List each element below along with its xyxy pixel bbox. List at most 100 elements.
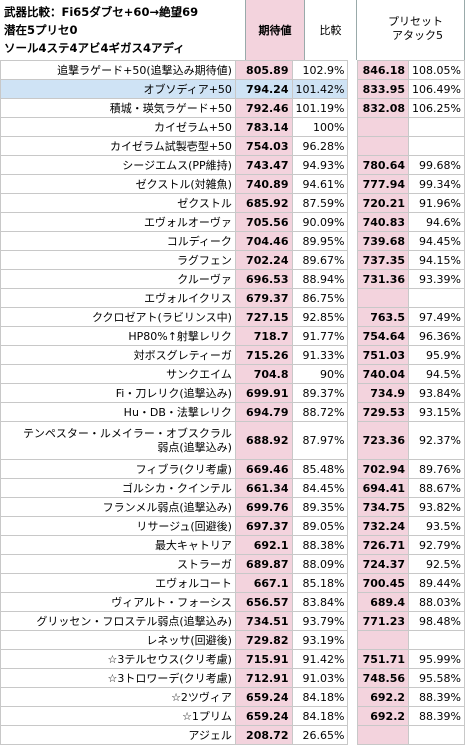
weapon-name-cell[interactable]: ゼクストル(対雑魚) [0,174,236,194]
preset-compare-cell[interactable]: 94.5% [408,364,465,384]
weapon-name-cell[interactable]: エヴォルオーヴァ [0,212,236,232]
preset-compare-cell[interactable] [408,725,465,745]
compare-cell[interactable]: 88.72% [291,402,349,422]
weapon-name-cell[interactable]: ストラーガ [0,554,236,574]
compare-cell[interactable]: 93.19% [291,630,349,650]
preset-compare-cell[interactable]: 93.5% [408,516,465,536]
preset-value-cell[interactable]: 731.36 [356,269,410,289]
weapon-name-cell[interactable]: ☆3トロワーデ(クリ考慮) [0,668,236,688]
preset-value-cell[interactable]: 689.4 [356,592,410,612]
weapon-name-cell[interactable]: レネッサ(回避後) [0,630,236,650]
compare-cell[interactable]: 91.77% [291,326,349,346]
compare-cell[interactable]: 91.33% [291,345,349,365]
expected-value-cell[interactable]: 705.56 [234,212,293,232]
preset-compare-cell[interactable]: 88.67% [408,478,465,498]
preset-value-cell[interactable]: 846.18 [356,60,410,80]
expected-value-cell[interactable]: 805.89 [234,60,293,80]
preset-value-cell[interactable]: 833.95 [356,79,410,99]
weapon-name-cell[interactable]: グリッセン・フロステル弱点(追撃込み) [0,611,236,631]
expected-value-cell[interactable]: 699.76 [234,497,293,517]
expected-value-cell[interactable]: 704.46 [234,231,293,251]
weapon-name-cell[interactable]: サンクエイム [0,364,236,384]
compare-cell[interactable]: 90% [291,364,349,384]
weapon-name-cell[interactable]: ククロゼアト(ラビリンス中) [0,307,236,327]
weapon-name-cell[interactable]: ゴルシカ・クインテル [0,478,236,498]
preset-compare-cell[interactable] [408,117,465,137]
compare-cell[interactable]: 88.38% [291,535,349,555]
compare-cell[interactable]: 89.05% [291,516,349,536]
expected-value-cell[interactable]: 734.51 [234,611,293,631]
expected-value-cell[interactable]: 669.46 [234,459,293,479]
compare-cell[interactable]: 89.95% [291,231,349,251]
compare-cell[interactable]: 93.79% [291,611,349,631]
preset-value-cell[interactable] [356,725,410,745]
preset-compare-cell[interactable] [408,288,465,308]
weapon-name-cell[interactable]: 対ボスグレティーガ [0,345,236,365]
weapon-name-cell[interactable]: 積城・瑛気ラゲード+50 [0,98,236,118]
compare-cell[interactable]: 88.94% [291,269,349,289]
compare-cell[interactable]: 84.18% [291,687,349,707]
preset-compare-cell[interactable]: 92.79% [408,535,465,555]
preset-value-cell[interactable]: 748.56 [356,668,410,688]
weapon-name-cell[interactable]: フランメル弱点(追撃込み) [0,497,236,517]
expected-value-cell[interactable]: 659.24 [234,706,293,726]
weapon-name-cell[interactable]: オブソディア+50 [0,79,236,99]
weapon-name-cell[interactable]: アジェル [0,725,236,745]
compare-cell[interactable]: 102.9% [291,60,349,80]
preset-value-cell[interactable]: 754.64 [356,326,410,346]
preset-value-cell[interactable]: 734.9 [356,383,410,403]
weapon-name-cell[interactable]: 最大キャトリア [0,535,236,555]
preset-compare-cell[interactable] [408,136,465,156]
preset-value-cell[interactable]: 732.24 [356,516,410,536]
expected-value-cell[interactable]: 729.82 [234,630,293,650]
preset-value-cell[interactable]: 692.2 [356,687,410,707]
compare-cell[interactable]: 87.59% [291,193,349,213]
preset-compare-cell[interactable]: 106.25% [408,98,465,118]
preset-value-cell[interactable]: 771.23 [356,611,410,631]
preset-compare-cell[interactable]: 94.15% [408,250,465,270]
preset-compare-cell[interactable]: 94.45% [408,231,465,251]
preset-value-cell[interactable]: 832.08 [356,98,410,118]
expected-value-cell[interactable]: 704.8 [234,364,293,384]
preset-value-cell[interactable] [356,117,410,137]
expected-value-cell[interactable]: 659.24 [234,687,293,707]
header-compare[interactable]: 比較 [305,0,357,60]
preset-compare-cell[interactable]: 88.39% [408,687,465,707]
expected-value-cell[interactable]: 743.47 [234,155,293,175]
compare-cell[interactable]: 94.93% [291,155,349,175]
compare-cell[interactable]: 89.37% [291,383,349,403]
compare-cell[interactable]: 85.48% [291,459,349,479]
preset-compare-cell[interactable]: 97.49% [408,307,465,327]
weapon-name-cell[interactable]: ゼクストル [0,193,236,213]
expected-value-cell[interactable]: 656.57 [234,592,293,612]
expected-value-cell[interactable]: 697.37 [234,516,293,536]
expected-value-cell[interactable]: 718.7 [234,326,293,346]
preset-compare-cell[interactable]: 91.96% [408,193,465,213]
weapon-name-cell[interactable]: クルーヴァ [0,269,236,289]
preset-compare-cell[interactable]: 96.36% [408,326,465,346]
weapon-name-cell[interactable]: Fi・刀レリク(追撃込み) [0,383,236,403]
preset-compare-cell[interactable]: 98.48% [408,611,465,631]
preset-value-cell[interactable]: 702.94 [356,459,410,479]
expected-value-cell[interactable]: 715.26 [234,345,293,365]
weapon-name-cell[interactable]: エヴォルイクリス [0,288,236,308]
compare-cell[interactable]: 85.18% [291,573,349,593]
expected-value-cell[interactable]: 694.79 [234,402,293,422]
compare-cell[interactable]: 84.45% [291,478,349,498]
expected-value-cell[interactable]: 792.46 [234,98,293,118]
preset-value-cell[interactable] [356,136,410,156]
compare-cell[interactable]: 87.97% [291,421,349,460]
compare-cell[interactable]: 90.09% [291,212,349,232]
expected-value-cell[interactable]: 715.91 [234,649,293,669]
compare-cell[interactable]: 92.85% [291,307,349,327]
preset-value-cell[interactable]: 734.75 [356,497,410,517]
preset-compare-cell[interactable]: 93.15% [408,402,465,422]
weapon-name-cell[interactable]: 追撃ラゲード+50(追撃込み期待値) [0,60,236,80]
preset-compare-cell[interactable]: 94.6% [408,212,465,232]
preset-compare-cell[interactable]: 92.5% [408,554,465,574]
compare-cell[interactable]: 26.65% [291,725,349,745]
preset-compare-cell[interactable]: 92.37% [408,421,465,460]
weapon-name-cell[interactable]: ラグフェン [0,250,236,270]
compare-cell[interactable]: 91.03% [291,668,349,688]
preset-value-cell[interactable]: 739.68 [356,231,410,251]
